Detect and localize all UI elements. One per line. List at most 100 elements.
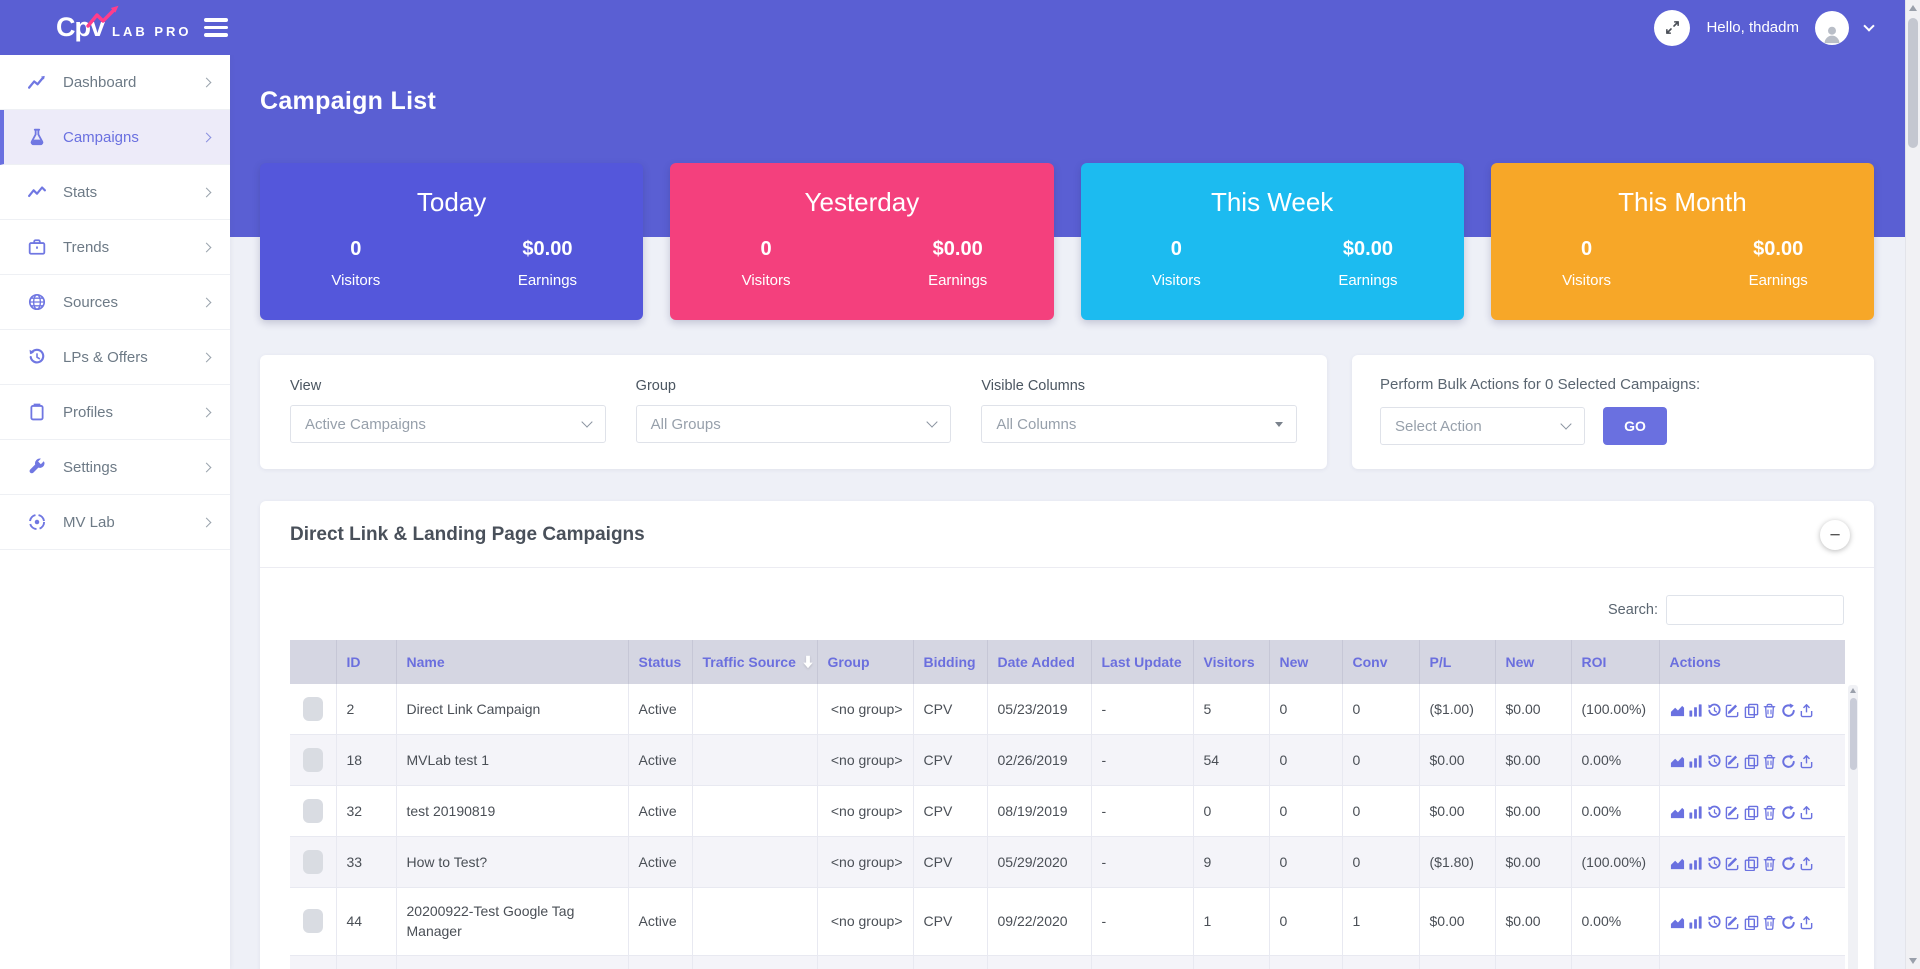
upload-icon[interactable] [1799, 754, 1814, 769]
area-chart-icon[interactable] [1670, 754, 1685, 769]
column-header-pl[interactable]: P/L [1419, 640, 1496, 684]
sidebar-item-campaigns[interactable]: Campaigns [0, 110, 230, 165]
history-icon[interactable] [1707, 754, 1722, 769]
go-button[interactable]: GO [1603, 407, 1667, 445]
area-chart-icon[interactable] [1670, 703, 1685, 718]
delete-icon[interactable] [1762, 703, 1777, 718]
sidebar-item-lps-offers[interactable]: LPs & Offers [0, 330, 230, 385]
scroll-up-arrow-icon[interactable] [1909, 5, 1917, 11]
history-icon[interactable] [1707, 915, 1722, 930]
app-logo[interactable]: Cpv LAB PRO [56, 5, 192, 41]
cell-roi: 0.00% [1571, 734, 1660, 786]
delete-icon[interactable] [1762, 915, 1777, 930]
column-header-id[interactable]: ID [336, 640, 397, 684]
refresh-icon[interactable] [1781, 805, 1796, 820]
table-scrollbar[interactable] [1848, 685, 1858, 969]
edit-icon[interactable] [1725, 703, 1740, 718]
sidebar-item-dashboard[interactable]: Dashboard [0, 55, 230, 110]
row-checkbox[interactable] [302, 909, 323, 934]
sidebar-item-profiles[interactable]: Profiles [0, 385, 230, 440]
table-scrollbar-thumb[interactable] [1849, 698, 1857, 770]
column-header-last-update[interactable]: Last Update [1091, 640, 1194, 684]
area-chart-icon[interactable] [1670, 915, 1685, 930]
refresh-icon[interactable] [1781, 703, 1796, 718]
column-header-name[interactable]: Name [396, 640, 629, 684]
delete-icon[interactable] [1762, 856, 1777, 871]
cell-last-update: - [1091, 887, 1194, 956]
column-header-new-rev[interactable]: New [1495, 640, 1572, 684]
chevron-down-icon[interactable] [1863, 19, 1875, 32]
copy-icon[interactable] [1744, 856, 1759, 871]
visible-columns-select[interactable]: All Columns [981, 405, 1298, 443]
collapse-panel-button[interactable]: − [1820, 520, 1850, 550]
cell-status: Active [628, 955, 693, 969]
area-chart-icon[interactable] [1670, 856, 1685, 871]
logo-suffix: LAB PRO [112, 24, 192, 39]
fullscreen-button[interactable] [1654, 9, 1691, 46]
scroll-up-arrow-icon[interactable] [1850, 688, 1856, 693]
window-scrollbar-thumb[interactable] [1908, 18, 1918, 148]
bar-chart-icon[interactable] [1688, 856, 1703, 871]
history-icon[interactable] [1707, 805, 1722, 820]
cell-new-rev: $0.00 [1495, 836, 1572, 888]
delete-icon[interactable] [1762, 754, 1777, 769]
expand-icon [1665, 20, 1680, 35]
chevron-right-icon [201, 132, 212, 142]
window-scrollbar[interactable] [1905, 0, 1920, 969]
group-select[interactable]: All Groups [635, 405, 952, 443]
main-content: Campaign List Today 0 Visitors $0.00 Ear… [230, 55, 1905, 969]
edit-icon[interactable] [1725, 856, 1740, 871]
row-checkbox[interactable] [302, 799, 323, 823]
column-header-new[interactable]: New [1269, 640, 1343, 684]
column-header-status[interactable]: Status [628, 640, 693, 684]
bar-chart-icon[interactable] [1688, 915, 1703, 930]
avatar[interactable] [1815, 10, 1849, 45]
row-checkbox[interactable] [302, 697, 323, 721]
column-header-group[interactable]: Group [817, 640, 914, 684]
scroll-down-arrow-icon[interactable] [1909, 958, 1917, 964]
column-header-roi[interactable]: ROI [1571, 640, 1660, 684]
copy-icon[interactable] [1744, 805, 1759, 820]
view-select[interactable]: Active Campaigns [290, 405, 606, 443]
page-header-band: Campaign List Today 0 Visitors $0.00 Ear… [230, 55, 1905, 320]
edit-icon[interactable] [1725, 754, 1740, 769]
earnings-label: Earnings [928, 272, 988, 289]
bar-chart-icon[interactable] [1688, 754, 1703, 769]
bulk-action-select[interactable]: Select Action [1380, 407, 1585, 445]
copy-icon[interactable] [1744, 703, 1759, 718]
column-header-bidding[interactable]: Bidding [913, 640, 988, 684]
sidebar-item-trends[interactable]: Trends [0, 220, 230, 275]
sidebar-item-stats[interactable]: Stats [0, 165, 230, 220]
upload-icon[interactable] [1799, 703, 1814, 718]
sidebar-item-sources[interactable]: Sources [0, 275, 230, 330]
refresh-icon[interactable] [1781, 754, 1796, 769]
history-icon[interactable] [1707, 856, 1722, 871]
row-checkbox[interactable] [302, 850, 323, 874]
menu-toggle-button[interactable] [203, 18, 228, 37]
column-header-traffic-source[interactable]: Traffic Source [692, 640, 818, 684]
cell-roi: 0.00% [1571, 955, 1660, 969]
search-input[interactable] [1666, 595, 1844, 625]
edit-icon[interactable] [1725, 915, 1740, 930]
area-chart-icon[interactable] [1670, 805, 1685, 820]
upload-icon[interactable] [1799, 856, 1814, 871]
column-header-visitors[interactable]: Visitors [1193, 640, 1270, 684]
copy-icon[interactable] [1744, 915, 1759, 930]
delete-icon[interactable] [1762, 805, 1777, 820]
copy-icon[interactable] [1744, 754, 1759, 769]
sidebar-item-mv-lab[interactable]: MV Lab [0, 495, 230, 550]
visible-columns-label: Visible Columns [981, 378, 1086, 394]
edit-icon[interactable] [1725, 805, 1740, 820]
upload-icon[interactable] [1799, 805, 1814, 820]
upload-icon[interactable] [1799, 915, 1814, 930]
history-icon[interactable] [1707, 703, 1722, 718]
column-header-conv[interactable]: Conv [1342, 640, 1420, 684]
refresh-icon[interactable] [1781, 915, 1796, 930]
sidebar-item-label: Settings [63, 458, 118, 476]
sidebar-item-settings[interactable]: Settings [0, 440, 230, 495]
bar-chart-icon[interactable] [1688, 703, 1703, 718]
column-header-date-added[interactable]: Date Added [987, 640, 1092, 684]
row-checkbox[interactable] [302, 748, 323, 772]
refresh-icon[interactable] [1781, 856, 1796, 871]
bar-chart-icon[interactable] [1688, 805, 1703, 820]
